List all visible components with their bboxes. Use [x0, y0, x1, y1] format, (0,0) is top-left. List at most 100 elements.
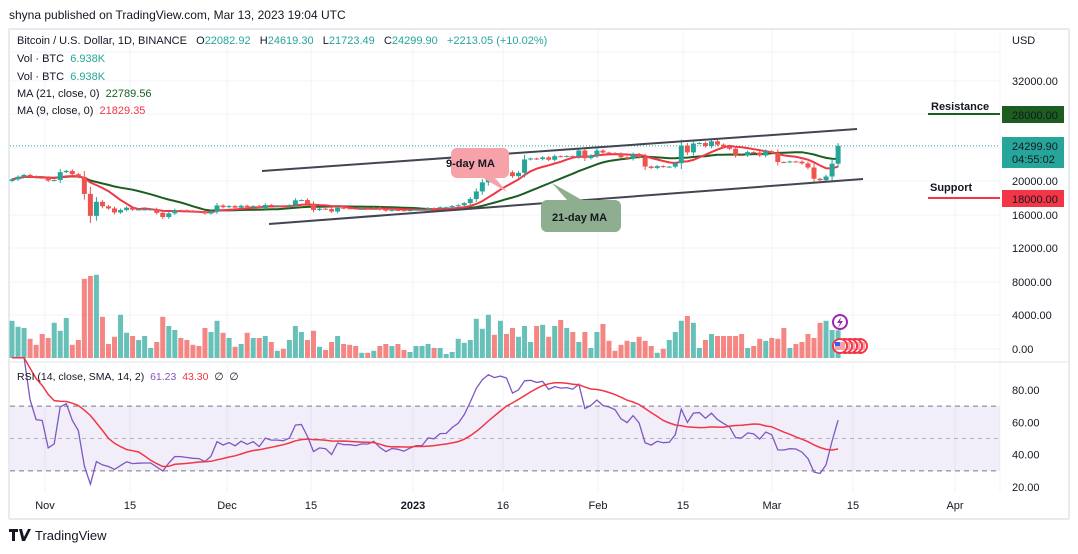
candle-body	[160, 212, 166, 218]
ma21-callout-label: 21-day MA	[552, 212, 607, 224]
candle-body	[99, 201, 105, 207]
lightning-glyph	[837, 317, 843, 328]
candle	[769, 150, 775, 154]
volume-bar	[503, 334, 509, 358]
candle-body	[684, 145, 690, 153]
candle-body	[311, 203, 316, 210]
candle	[443, 206, 449, 209]
rsi-tick-label: 60.00	[1012, 417, 1040, 429]
volume-legend-1: Vol · BTC 6.938K	[17, 53, 105, 65]
candle-body	[69, 170, 75, 175]
candle-body	[739, 155, 745, 157]
volume-bar	[684, 316, 690, 358]
volume-bar	[323, 350, 329, 358]
candle	[280, 205, 286, 207]
candle-body	[286, 205, 292, 207]
candle	[27, 173, 33, 178]
volume-value: 6.938K	[70, 53, 106, 65]
volume-bar	[317, 346, 323, 358]
candle-body	[178, 210, 184, 212]
price-tick-label: 20000.00	[1012, 176, 1058, 188]
volume-bar	[371, 350, 377, 358]
candle	[377, 206, 383, 211]
volume-bar	[335, 336, 341, 358]
candle-body	[721, 144, 727, 147]
volume-bar	[196, 346, 202, 358]
candle	[148, 208, 154, 211]
time-tick-label: 15	[124, 500, 136, 512]
candle	[684, 142, 690, 156]
volume-bar	[509, 328, 515, 358]
flag-canton	[835, 342, 840, 346]
volume-bar	[473, 318, 479, 358]
volume-bar	[534, 326, 540, 358]
candle	[401, 209, 407, 212]
candle-body	[208, 211, 214, 214]
ma21-label: MA (21, close, 0)	[17, 88, 100, 100]
candle	[600, 149, 606, 154]
candle	[763, 149, 769, 158]
candle-body	[835, 145, 841, 164]
resistance-label: Resistance	[931, 101, 989, 113]
candle-body	[317, 208, 323, 210]
resistance-price-tag	[1002, 106, 1064, 123]
volume-bar	[268, 342, 274, 358]
candle-body	[546, 157, 552, 160]
candle-body	[781, 162, 787, 164]
candle-body	[124, 207, 130, 211]
volume-bar	[479, 328, 485, 358]
candle	[642, 153, 648, 171]
ma9-legend: MA (9, close, 0) 21829.35	[17, 105, 145, 117]
candle	[202, 210, 208, 215]
candle	[244, 204, 250, 209]
support-price-tag	[1002, 190, 1064, 207]
price-tick-label: 0.00	[1012, 344, 1033, 356]
candle-body	[365, 208, 371, 210]
candle	[220, 204, 226, 209]
candle-body	[244, 205, 250, 208]
candle-body	[304, 200, 310, 204]
candle-body	[534, 158, 540, 160]
candle-body	[769, 151, 775, 153]
volume-bar	[292, 326, 298, 358]
volume-bar	[558, 320, 564, 358]
volume-bar	[467, 340, 473, 358]
candle	[57, 169, 63, 184]
volume-bar	[304, 340, 310, 358]
volume-bar	[75, 340, 81, 358]
volume-bar	[33, 344, 39, 358]
candle	[286, 204, 292, 207]
time-tick-label: 2023	[401, 500, 425, 512]
volume-bar	[461, 342, 467, 358]
candle	[75, 172, 81, 179]
low-value: 21723.49	[328, 35, 375, 47]
candle	[534, 157, 540, 161]
volume-bar	[353, 346, 359, 358]
ma9-line	[11, 144, 839, 214]
last-price-tag	[1002, 137, 1064, 168]
volume-bar	[769, 338, 775, 358]
candle-body	[763, 151, 769, 156]
candle-body	[757, 152, 763, 156]
candle-body	[359, 208, 365, 210]
volume-bar	[733, 336, 739, 358]
candle-body	[190, 210, 196, 212]
volume-bar	[805, 334, 811, 358]
candle-body	[708, 141, 714, 147]
candle-body	[172, 210, 178, 214]
tradingview-footer[interactable]: TradingView	[9, 528, 107, 543]
candle-body	[455, 205, 461, 207]
support-price-label: 18000.00	[1012, 194, 1058, 206]
candle-body	[594, 150, 600, 156]
candle	[9, 178, 15, 183]
candle-body	[642, 157, 648, 167]
candle-body	[582, 150, 588, 159]
candle-body	[666, 166, 672, 168]
volume-bar	[341, 344, 347, 358]
time-tick-label: Nov	[35, 500, 55, 512]
volume-bar	[829, 330, 835, 358]
ma9-label: MA (9, close, 0)	[17, 105, 94, 117]
volume-bar	[540, 324, 546, 358]
volume-bar	[437, 348, 443, 358]
